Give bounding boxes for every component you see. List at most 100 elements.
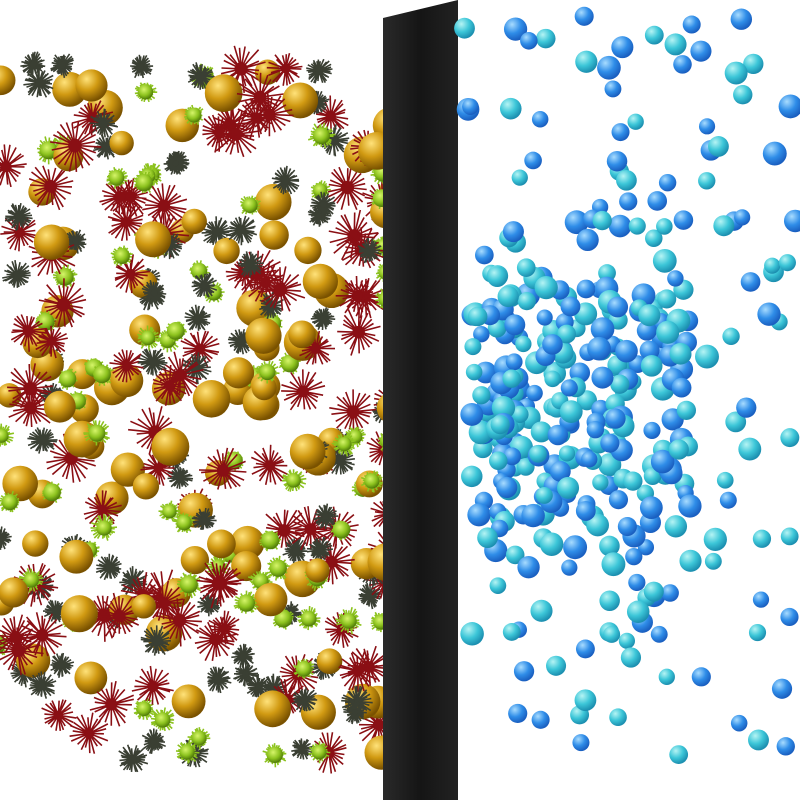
clean-particle	[748, 729, 769, 751]
dark-spiky-particle	[130, 54, 154, 79]
clean-particle	[671, 377, 692, 398]
gold-particle	[289, 433, 326, 470]
clean-particle	[575, 501, 596, 521]
gold-particle	[2, 465, 38, 502]
clean-particle	[499, 97, 522, 120]
clean-particle	[752, 591, 770, 608]
dark-spiky-particle	[2, 259, 31, 288]
clean-particle	[560, 296, 581, 317]
green-particle-core	[179, 575, 198, 594]
clean-particle	[623, 471, 643, 491]
clean-particle	[489, 577, 507, 594]
gold-particle	[300, 694, 336, 730]
clean-particle	[502, 623, 521, 641]
clean-particle	[460, 402, 484, 426]
gold-particle	[294, 236, 322, 265]
clean-particle	[529, 445, 547, 463]
clean-particle	[639, 496, 663, 520]
clean-particle	[475, 245, 494, 265]
red-spiky-particle	[10, 314, 49, 352]
clean-particle	[503, 17, 528, 41]
green-particle-core	[312, 744, 327, 760]
clean-particle	[546, 655, 567, 676]
clean-particle	[461, 465, 483, 488]
clean-particle	[722, 327, 740, 346]
red-spiky-particle	[50, 121, 102, 172]
green-particle-core	[269, 559, 287, 577]
contaminant-particles	[0, 45, 419, 774]
clean-particle	[526, 384, 543, 402]
clean-particle	[657, 289, 677, 309]
green-particle-core	[242, 197, 258, 213]
clean-particle	[708, 136, 729, 157]
green-particle-core	[43, 483, 61, 502]
dark-spiky-particle	[237, 251, 264, 278]
red-spiky-particle	[69, 712, 109, 754]
clean-particle	[661, 584, 679, 602]
clean-particle	[489, 451, 508, 471]
clean-particle	[733, 85, 753, 105]
clean-particle	[719, 491, 737, 509]
clean-particle	[575, 50, 598, 73]
red-spiky-particle	[35, 325, 68, 359]
red-spiky-particle	[198, 447, 247, 490]
clean-particle	[513, 661, 535, 682]
green-particle-core	[88, 424, 106, 442]
clean-particle	[535, 486, 553, 504]
clean-particle	[517, 292, 536, 311]
clean-particle	[673, 210, 694, 230]
clean-particle	[656, 320, 680, 344]
filter-panel	[383, 0, 458, 800]
red-spiky-particle	[337, 307, 381, 356]
gold-particle	[255, 183, 292, 221]
red-spiky-particle	[247, 93, 294, 137]
clean-particle	[647, 191, 668, 211]
dark-spiky-particle	[42, 599, 67, 624]
clean-particle	[640, 354, 663, 377]
clean-particle	[599, 590, 620, 611]
clean-particle	[491, 396, 516, 420]
clean-particle	[668, 439, 689, 460]
clean-particle	[599, 535, 620, 557]
green-particle-core	[166, 322, 185, 340]
red-spiky-particle	[99, 179, 140, 215]
dark-spiky-particle	[27, 427, 58, 454]
gold-particle	[254, 690, 292, 728]
green-particle-core	[337, 437, 352, 452]
clean-particle	[650, 449, 675, 474]
green-particle-core	[36, 312, 55, 331]
clean-particle	[752, 529, 772, 548]
clean-particle	[682, 15, 701, 34]
clean-particle	[616, 169, 637, 191]
gold-particle	[181, 208, 207, 235]
clean-particle	[504, 314, 526, 336]
red-spiky-particle	[141, 183, 188, 230]
green-particle-core	[0, 428, 9, 443]
red-spiky-particle	[38, 278, 87, 328]
clean-particle	[473, 325, 490, 343]
green-particle-core	[162, 504, 177, 519]
green-particle-core	[96, 520, 112, 536]
dark-spiky-particle	[246, 673, 270, 698]
clean-particle	[592, 210, 612, 231]
clean-particle	[626, 600, 650, 623]
clean-particle	[734, 209, 751, 226]
dark-spiky-particle	[50, 53, 74, 79]
clean-particle	[619, 192, 638, 211]
clean-particle	[467, 503, 491, 527]
red-spiky-particle	[109, 349, 144, 383]
clean-particle	[511, 405, 529, 424]
dark-spiky-particle	[282, 537, 308, 564]
dark-spiky-particle	[89, 108, 119, 138]
gold-particle	[33, 224, 70, 260]
clean-particle	[620, 647, 642, 668]
clean-particle	[780, 607, 799, 627]
clean-particle	[517, 556, 540, 579]
gold-particle	[207, 529, 236, 559]
clean-particle	[698, 172, 716, 190]
clean-particle	[575, 639, 595, 659]
gold-particle	[131, 594, 156, 619]
red-spiky-particle	[89, 680, 135, 727]
dark-spiky-particle	[343, 699, 367, 725]
clean-particle	[550, 460, 571, 482]
